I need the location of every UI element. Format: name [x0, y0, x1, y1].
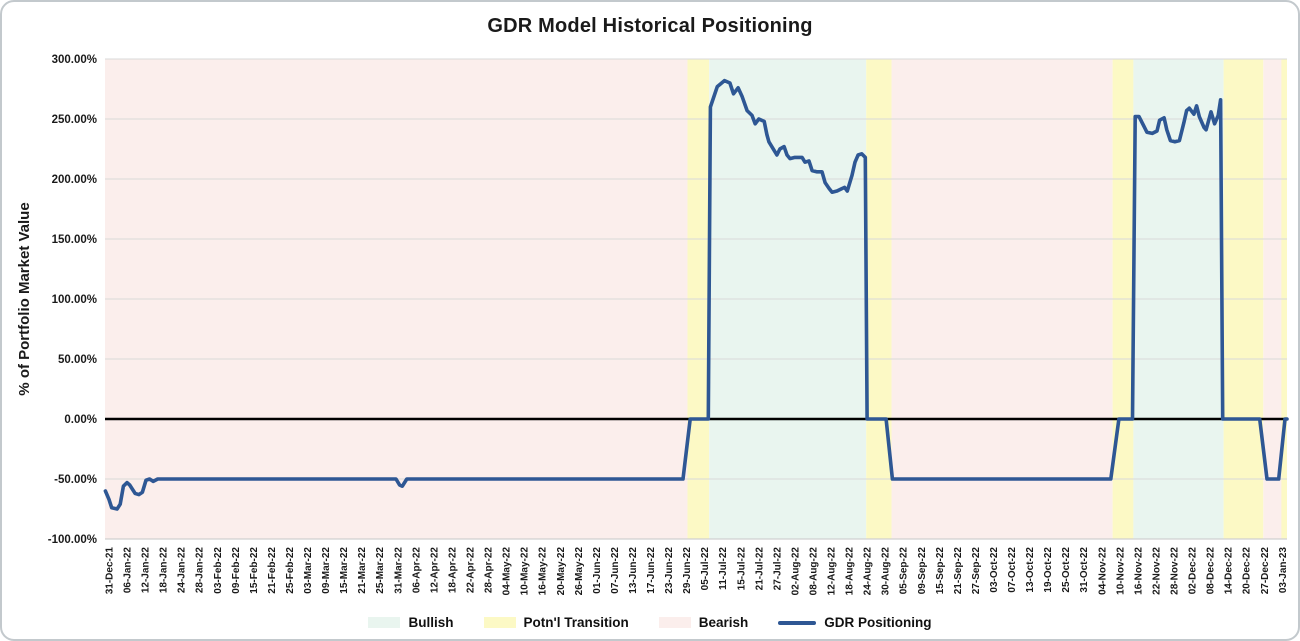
x-tick-label: 22-Apr-22 — [466, 547, 477, 594]
transition-swatch — [483, 617, 516, 628]
x-tick-label: 10-Nov-22 — [1115, 547, 1126, 595]
x-tick-label: 02-Dec-22 — [1188, 547, 1199, 595]
x-tick-label: 19-Oct-22 — [1043, 547, 1054, 593]
legend-item-bullish: Bullish — [368, 615, 454, 630]
series-line-gdr-positioning — [103, 78, 1289, 511]
x-tick-label: 21-Mar-22 — [357, 547, 368, 594]
x-tick-label: 09-Feb-22 — [231, 547, 242, 594]
legend-label-gdr-positioning: GDR Positioning — [824, 615, 932, 630]
x-tick-label: 27-Sep-22 — [971, 547, 982, 595]
x-tick-label: 29-Jun-22 — [682, 547, 693, 594]
x-tick-label: 25-Mar-22 — [375, 547, 386, 594]
x-tick-label: 28-Nov-22 — [1170, 547, 1181, 595]
x-tick-label: 20-Dec-22 — [1242, 547, 1253, 595]
y-tick-label: 300.00% — [52, 54, 97, 66]
legend-item-bearish: Bearish — [658, 615, 749, 630]
x-tick-label: 06-Apr-22 — [411, 547, 422, 594]
x-tick-label: 26-May-22 — [574, 547, 585, 596]
legend-item-transition: Potn'l Transition — [483, 615, 629, 630]
x-tick-label: 02-Aug-22 — [790, 547, 801, 596]
x-tick-label: 18-Aug-22 — [845, 547, 856, 596]
x-tick-label: 21-Feb-22 — [267, 547, 278, 594]
y-tick-label: 200.00% — [52, 174, 97, 186]
chart-title: GDR Model Historical Positioning — [487, 15, 813, 37]
x-tick-label: 18-Jan-22 — [159, 547, 170, 594]
x-tick-label: 28-Jan-22 — [195, 547, 206, 594]
bullish-swatch — [368, 617, 401, 628]
y-tick-label: 150.00% — [52, 234, 97, 246]
x-tick-label: 31-Mar-22 — [393, 547, 404, 594]
x-tick-label: 03-Feb-22 — [213, 547, 224, 594]
x-tick-label: 05-Jul-22 — [700, 547, 711, 591]
x-tick-label: 25-Oct-22 — [1061, 547, 1072, 593]
x-tick-label: 16-May-22 — [538, 547, 549, 596]
legend-label-bullish: Bullish — [408, 615, 454, 630]
x-tick-label: 07-Jun-22 — [610, 547, 621, 594]
x-tick-label: 12-Apr-22 — [429, 547, 440, 594]
x-tick-label: 24-Aug-22 — [863, 547, 874, 596]
x-tick-label: 15-Mar-22 — [339, 547, 350, 594]
x-tick-label: 03-Jan-23 — [1278, 547, 1289, 594]
bearish-swatch — [658, 617, 691, 628]
y-tick-label: 0.00% — [64, 414, 97, 426]
x-tick-label: 07-Oct-22 — [1007, 547, 1018, 593]
x-tick-label: 12-Aug-22 — [827, 547, 838, 596]
x-tick-label: 13-Jun-22 — [628, 547, 639, 594]
x-tick-label: 30-Aug-22 — [881, 547, 892, 596]
x-tick-label: 25-Feb-22 — [285, 547, 296, 594]
x-tick-label: 22-Nov-22 — [1151, 547, 1162, 595]
x-tick-label: 17-Jun-22 — [646, 547, 657, 594]
x-tick-label: 09-Sep-22 — [917, 547, 928, 595]
x-tick-label: 15-Jul-22 — [736, 547, 747, 591]
y-tick-label: -100.00% — [48, 534, 97, 546]
x-tick-label: 27-Jul-22 — [772, 547, 783, 591]
x-tick-label: 06-Jan-22 — [123, 547, 134, 594]
x-tick-label: 04-May-22 — [502, 547, 513, 596]
x-tick-label: 08-Aug-22 — [809, 547, 820, 596]
x-tick-label: 23-Jun-22 — [664, 547, 675, 594]
x-tick-label: 13-Oct-22 — [1025, 547, 1036, 593]
x-tick-label: 20-May-22 — [556, 547, 567, 596]
x-tick-label: 21-Jul-22 — [754, 547, 765, 591]
plot-area: 300.00% 250.00% 200.00% 150.00% 100.00% 50.00… — [16, 54, 1289, 596]
x-tick-label: 31-Oct-22 — [1079, 547, 1090, 593]
x-tick-label: 27-Dec-22 — [1260, 547, 1271, 595]
x-tick-label: 11-Jul-22 — [718, 547, 729, 590]
x-tick-label: 03-Mar-22 — [303, 547, 314, 594]
x-tick-label: 28-Apr-22 — [484, 547, 495, 594]
x-tick-label: 14-Dec-22 — [1224, 547, 1235, 595]
x-tick-label: 21-Sep-22 — [953, 547, 964, 595]
x-tick-label: 15-Feb-22 — [249, 547, 260, 594]
x-tick-label: 18-Apr-22 — [447, 547, 458, 594]
x-tick-label: 04-Nov-22 — [1097, 547, 1108, 595]
y-tick-label: -50.00% — [54, 474, 97, 486]
x-tick-label: 05-Sep-22 — [899, 547, 910, 595]
x-tick-label: 08-Dec-22 — [1206, 547, 1217, 595]
legend: Bullish Potn'l Transition Bearish GDR Po… — [2, 615, 1298, 630]
x-tick-label: 24-Jan-22 — [177, 547, 188, 594]
x-tick-label: 12-Jan-22 — [141, 547, 152, 594]
legend-label-bearish: Bearish — [698, 615, 749, 630]
x-tick-label: 31-Dec-21 — [105, 547, 116, 595]
x-tick-label: 15-Sep-22 — [935, 547, 946, 595]
y-tick-label: 250.00% — [52, 114, 97, 126]
x-tick-label: 16-Nov-22 — [1133, 547, 1144, 595]
legend-item-gdr-positioning: GDR Positioning — [778, 615, 932, 630]
x-tick-label: 09-Mar-22 — [321, 547, 332, 594]
y-tick-label: 100.00% — [52, 294, 97, 306]
gdr-positioning-line-swatch — [778, 620, 817, 625]
x-tick-label: 01-Jun-22 — [592, 547, 603, 594]
legend-label-transition: Potn'l Transition — [523, 615, 629, 630]
y-axis-title: % of Portfolio Market Value — [16, 202, 33, 395]
x-tick-label: 10-May-22 — [520, 547, 531, 596]
x-tick-label: 03-Oct-22 — [989, 547, 1000, 593]
y-tick-label: 50.00% — [58, 354, 97, 366]
